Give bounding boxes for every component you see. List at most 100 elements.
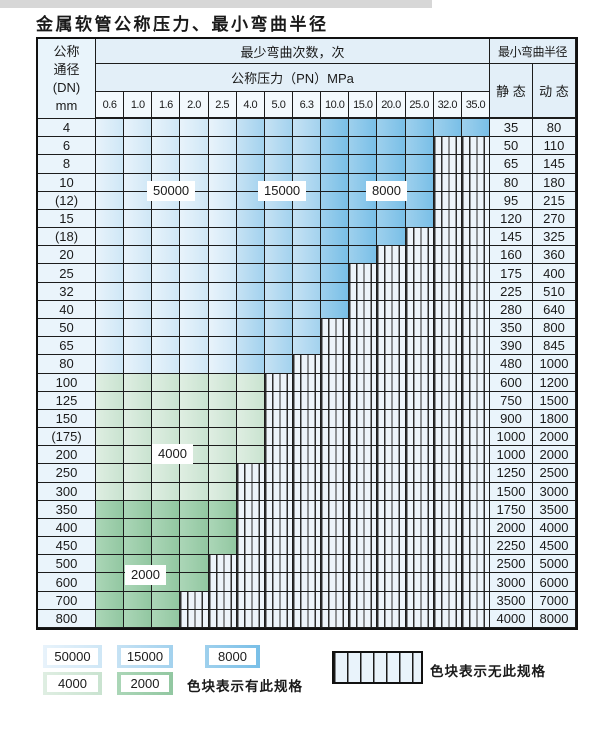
spec-available-cell	[208, 209, 237, 229]
spec-available-cell	[377, 155, 406, 174]
spec-unavailable-cell	[461, 446, 490, 465]
static-radius-cell: 480	[489, 355, 533, 374]
zone-label: 50000	[147, 181, 196, 201]
spec-unavailable-cell	[349, 500, 378, 519]
spec-available-cell	[321, 282, 350, 301]
spec-available-cell	[236, 119, 265, 138]
spec-unavailable-cell	[433, 318, 462, 338]
spec-available-cell	[96, 573, 125, 592]
spec-unavailable-cell	[377, 373, 406, 392]
spec-available-cell	[152, 464, 181, 483]
spec-available-cell	[152, 155, 181, 174]
spec-available-cell	[96, 518, 125, 538]
dn-cell: 400	[38, 518, 96, 538]
spec-available-cell	[96, 173, 125, 192]
static-radius-cell: 3500	[489, 591, 533, 610]
spec-available-cell	[236, 264, 265, 283]
spec-available-cell	[180, 155, 209, 174]
spec-unavailable-cell	[349, 428, 378, 447]
spec-unavailable-cell	[461, 428, 490, 447]
spec-available-cell	[208, 337, 237, 356]
spec-unavailable-cell	[405, 409, 434, 429]
spec-unavailable-cell	[321, 318, 350, 338]
spec-available-cell	[321, 155, 350, 174]
pn-column-header: 20.0	[377, 92, 406, 119]
spec-unavailable-cell	[349, 264, 378, 283]
top-strip	[0, 0, 432, 8]
static-radius-cell: 3000	[489, 573, 533, 592]
spec-unavailable-cell	[264, 537, 293, 556]
spec-available-cell	[180, 373, 209, 392]
spec-available-cell	[152, 409, 181, 429]
spec-unavailable-cell	[433, 173, 462, 192]
spec-unavailable-cell	[405, 537, 434, 556]
dn-cell: 20	[38, 246, 96, 265]
zone-label: 4000	[152, 444, 193, 464]
dynamic-header: 动 态	[532, 64, 576, 119]
dn-cell: 15	[38, 209, 96, 229]
spec-unavailable-cell	[377, 337, 406, 356]
static-radius-cell: 1000	[489, 446, 533, 465]
pn-column-header: 2.5	[208, 92, 237, 119]
spec-unavailable-cell	[433, 464, 462, 483]
spec-unavailable-cell	[349, 555, 378, 574]
legend-hatch-swatch	[332, 651, 423, 684]
spec-available-cell	[96, 391, 125, 410]
spec-available-cell	[96, 409, 125, 429]
pn-column-header: 5.0	[264, 92, 293, 119]
legend-swatch: 2000	[117, 672, 173, 695]
dynamic-radius-cell: 1000	[532, 355, 576, 374]
spec-available-cell	[152, 300, 181, 319]
spec-unavailable-cell	[433, 537, 462, 556]
spec-available-cell	[180, 573, 209, 592]
spec-unavailable-cell	[405, 264, 434, 283]
spec-unavailable-cell	[208, 609, 237, 628]
spec-unavailable-cell	[349, 337, 378, 356]
spec-available-cell	[96, 537, 125, 556]
spec-unavailable-cell	[433, 500, 462, 519]
spec-available-cell	[292, 209, 322, 229]
spec-available-cell	[152, 246, 181, 265]
spec-available-cell	[152, 391, 181, 410]
static-radius-cell: 1000	[489, 428, 533, 447]
dynamic-radius-cell: 845	[532, 337, 576, 356]
spec-unavailable-cell	[349, 318, 378, 338]
dn-cell: 200	[38, 446, 96, 465]
static-radius-cell: 80	[489, 173, 533, 192]
spec-unavailable-cell	[433, 409, 462, 429]
spec-unavailable-cell	[264, 500, 293, 519]
pn-column-header: 25.0	[405, 92, 434, 119]
spec-available-cell	[180, 209, 209, 229]
spec-available-cell	[124, 537, 153, 556]
dynamic-radius-cell: 640	[532, 300, 576, 319]
spec-available-cell	[96, 300, 125, 319]
spec-available-cell	[292, 155, 322, 174]
spec-unavailable-cell	[377, 464, 406, 483]
static-radius-cell: 50	[489, 137, 533, 156]
spec-available-cell	[321, 173, 350, 192]
dn-cell: 150	[38, 409, 96, 429]
dn-cell: 65	[38, 337, 96, 356]
dynamic-radius-cell: 80	[532, 119, 576, 138]
dynamic-radius-cell: 215	[532, 191, 576, 210]
spec-unavailable-cell	[264, 391, 293, 410]
spec-unavailable-cell	[405, 482, 434, 501]
spec-unavailable-cell	[349, 609, 378, 628]
spec-unavailable-cell	[264, 591, 293, 610]
spec-available-cell	[152, 537, 181, 556]
spec-available-cell	[96, 609, 125, 628]
spec-unavailable-cell	[208, 555, 237, 574]
spec-available-cell	[124, 137, 153, 156]
static-radius-cell: 900	[489, 409, 533, 429]
spec-unavailable-cell	[236, 518, 265, 538]
spec-unavailable-cell	[349, 573, 378, 592]
spec-available-cell	[236, 428, 265, 447]
spec-unavailable-cell	[461, 209, 490, 229]
dn-cell: 125	[38, 391, 96, 410]
static-radius-cell: 2000	[489, 518, 533, 538]
spec-unavailable-cell	[321, 428, 350, 447]
spec-available-cell	[208, 446, 237, 465]
static-header: 静 态	[489, 64, 533, 119]
spec-available-cell	[377, 228, 406, 247]
spec-available-cell	[264, 119, 293, 138]
